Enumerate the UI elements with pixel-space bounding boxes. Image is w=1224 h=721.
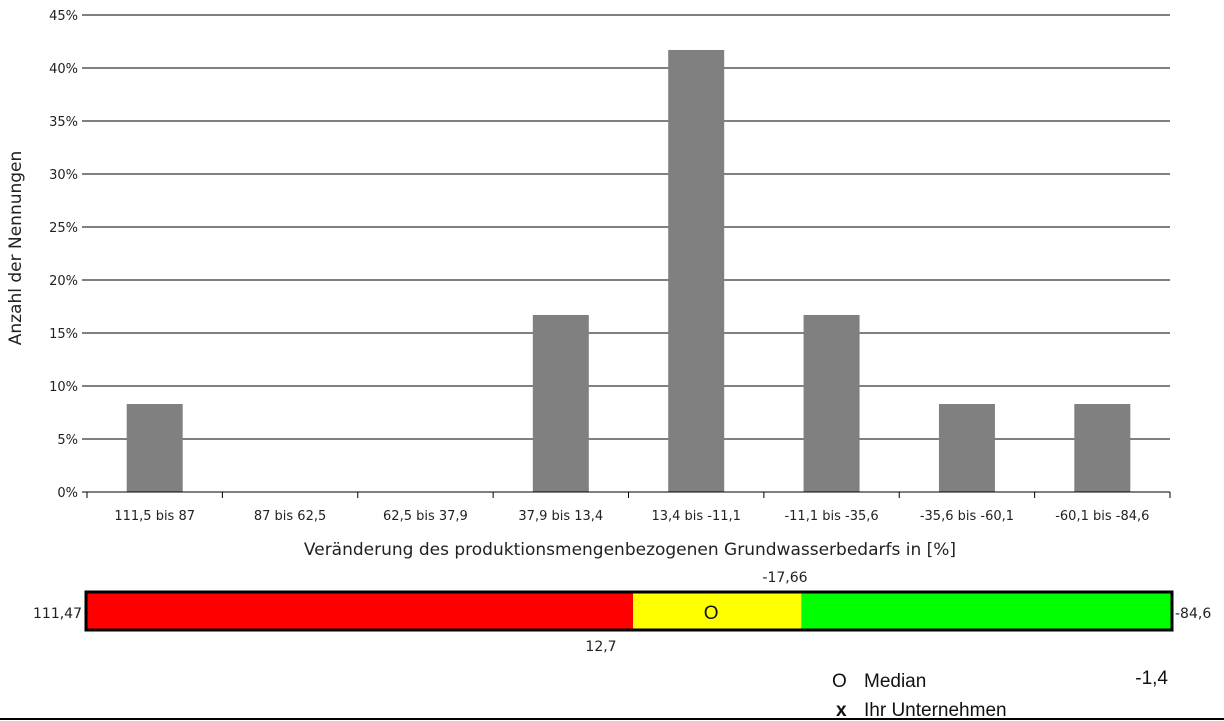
y-tick-label: 40% bbox=[49, 62, 78, 77]
bar bbox=[126, 404, 183, 492]
y-tick-label: 35% bbox=[49, 115, 78, 130]
range-boundary-high-label: -17,66 bbox=[762, 570, 807, 586]
legend-median-value: -1,4 bbox=[1135, 668, 1168, 689]
y-tick-label: 15% bbox=[49, 327, 78, 342]
y-tick-label: 25% bbox=[49, 221, 78, 236]
bar bbox=[938, 404, 995, 492]
legend-median-label: Median bbox=[864, 671, 926, 692]
x-tick-label: 62,5 bis 37,9 bbox=[383, 509, 468, 524]
x-tick-label: -35,6 bis -60,1 bbox=[920, 509, 1014, 524]
y-tick-labels: 0% 5% 10% 15% 20% 25% 30% 35% 40% 45% bbox=[49, 9, 78, 501]
x-tick-label: 37,9 bis 13,4 bbox=[518, 509, 603, 524]
x-tick-label: 111,5 bis 87 bbox=[114, 509, 195, 524]
range-max-label: -84,6 bbox=[1175, 606, 1211, 622]
median-marker: O bbox=[704, 603, 719, 624]
y-tick-label: 0% bbox=[57, 486, 78, 501]
bar bbox=[1074, 404, 1131, 492]
range-bar-border bbox=[84, 590, 1174, 632]
bar bbox=[668, 49, 725, 492]
range-segment-red bbox=[86, 592, 634, 630]
gridlines bbox=[82, 14, 1170, 493]
x-tick-label: 87 bis 62,5 bbox=[254, 509, 326, 524]
x-tick-label: -60,1 bis -84,6 bbox=[1055, 509, 1149, 524]
x-axis-title: Veränderung des produktionsmengenbezogen… bbox=[304, 540, 956, 560]
y-tick-label: 45% bbox=[49, 9, 78, 24]
legend-company-symbol: x bbox=[836, 700, 847, 721]
legend-median-symbol: O bbox=[832, 671, 847, 692]
x-tick-label: -11,1 bis -35,6 bbox=[784, 509, 878, 524]
x-tick-labels: 111,5 bis 87 87 bis 62,5 62,5 bis 37,9 37,9… bbox=[114, 509, 1149, 524]
y-axis-title: Anzahl der Nennungen bbox=[6, 151, 26, 346]
x-tick-label: 13,4 bis -11,1 bbox=[651, 509, 740, 524]
y-tick-label: 30% bbox=[49, 168, 78, 183]
legend-company-label: Ihr Unternehmen bbox=[864, 700, 1007, 721]
bar bbox=[532, 314, 589, 492]
y-tick-label: 5% bbox=[57, 433, 78, 448]
range-segment-yellow bbox=[633, 592, 802, 630]
axes bbox=[86, 491, 1171, 498]
bars bbox=[126, 49, 1131, 492]
range-segment-green bbox=[801, 592, 1172, 630]
range-boundary-low-label: 12,7 bbox=[585, 639, 616, 655]
y-tick-label: 10% bbox=[49, 380, 78, 395]
legend: O Median -1,4 x Ihr Unternehmen bbox=[832, 668, 1168, 721]
bar bbox=[803, 314, 860, 492]
y-tick-label: 20% bbox=[49, 274, 78, 289]
range-min-label: 111,47 bbox=[33, 606, 82, 622]
range-bar: O bbox=[84, 590, 1174, 632]
